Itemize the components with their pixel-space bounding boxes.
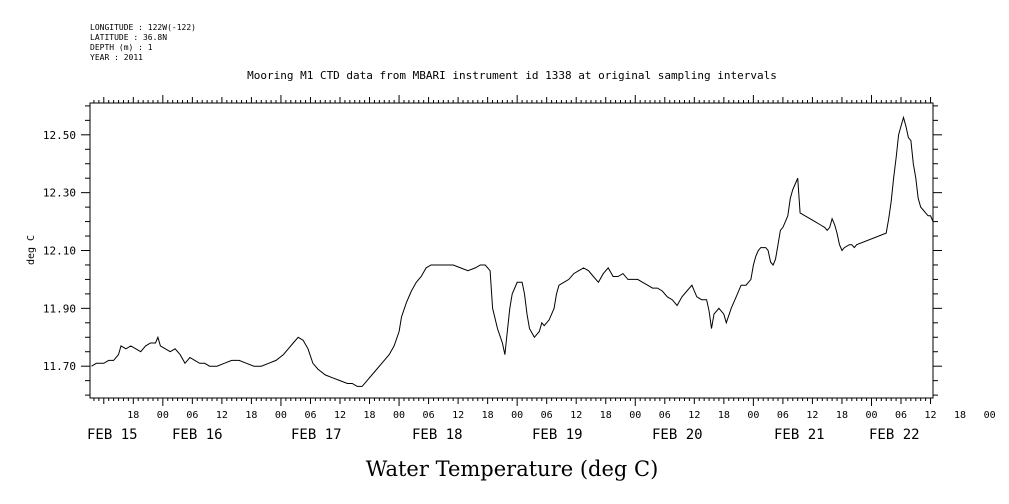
- chart-title: Mooring M1 CTD data from MBARI instrumen…: [247, 69, 777, 82]
- x-date-label: FEB 15: [87, 427, 138, 443]
- x-hour-labels: 18 00 06 12 18 00 06 12 18 00 06 12 18 00 06 12 18 00 06 12…: [127, 410, 996, 421]
- x-hour-label: 12: [570, 410, 582, 421]
- x-hour-label: 06: [186, 410, 198, 421]
- x-hour-label: 06: [541, 410, 553, 421]
- x-hour-label: 18: [127, 410, 139, 421]
- x-hour-label: 18: [364, 410, 376, 421]
- header-line-year: YEAR : 2011: [90, 53, 143, 62]
- x-date-label: FEB 16: [172, 427, 223, 443]
- metadata-header: LONGITUDE : 122W(-122) LATITUDE : 36.8N …: [90, 23, 196, 62]
- y-tick-label: 12.50: [43, 129, 76, 142]
- header-line-depth: DEPTH (m) : 1: [90, 43, 153, 52]
- y-tick-label: 12.10: [43, 245, 76, 258]
- x-axis-label: Water Temperature (deg C): [366, 457, 659, 481]
- header-line-longitude: LONGITUDE : 122W(-122): [90, 23, 196, 32]
- x-hour-label: 18: [718, 410, 730, 421]
- x-date-label: FEB 19: [532, 427, 583, 443]
- x-hour-label: 00: [629, 410, 641, 421]
- x-hour-label: 12: [806, 410, 818, 421]
- y-tick-label: 11.70: [43, 360, 76, 373]
- x-date-label: FEB 21: [774, 427, 825, 443]
- x-date-label: FEB 17: [291, 427, 342, 443]
- x-hour-label: 06: [895, 410, 907, 421]
- x-hour-label: 00: [865, 410, 877, 421]
- y-tick-label: 11.90: [43, 302, 76, 315]
- x-date-label: FEB 18: [412, 427, 463, 443]
- x-hour-label: 00: [157, 410, 169, 421]
- x-hour-label: 06: [659, 410, 671, 421]
- axis-ticks: [81, 95, 942, 406]
- x-hour-label: 12: [452, 410, 464, 421]
- y-axis-label: deg C: [26, 235, 37, 265]
- x-hour-label: 18: [954, 410, 966, 421]
- x-hour-label: 06: [777, 410, 789, 421]
- x-hour-label: 12: [334, 410, 346, 421]
- y-tick-label: 12.30: [43, 187, 76, 200]
- header-line-latitude: LATITUDE : 36.8N: [90, 33, 167, 42]
- x-date-label: FEB 22: [869, 427, 920, 443]
- x-hour-label: 12: [216, 410, 228, 421]
- x-hour-label: 00: [747, 410, 759, 421]
- temperature-series-line: [91, 115, 934, 387]
- x-hour-label: 00: [275, 410, 287, 421]
- x-hour-label: 06: [423, 410, 435, 421]
- x-date-label: FEB 20: [652, 427, 703, 443]
- x-hour-label: 18: [245, 410, 257, 421]
- y-tick-labels: 11.70 11.90 12.10 12.30 12.50: [43, 129, 76, 373]
- x-hour-label: 00: [511, 410, 523, 421]
- x-hour-label: 00: [984, 410, 996, 421]
- x-hour-label: 18: [482, 410, 494, 421]
- x-date-labels: FEB 15 FEB 16 FEB 17 FEB 18 FEB 19 FEB 20 FEB …: [87, 427, 920, 443]
- x-hour-label: 06: [304, 410, 316, 421]
- x-hour-label: 18: [836, 410, 848, 421]
- x-hour-label: 12: [688, 410, 700, 421]
- x-hour-label: 18: [600, 410, 612, 421]
- plot-frame: [89, 102, 934, 399]
- x-hour-label: 12: [925, 410, 937, 421]
- x-hour-label: 00: [393, 410, 405, 421]
